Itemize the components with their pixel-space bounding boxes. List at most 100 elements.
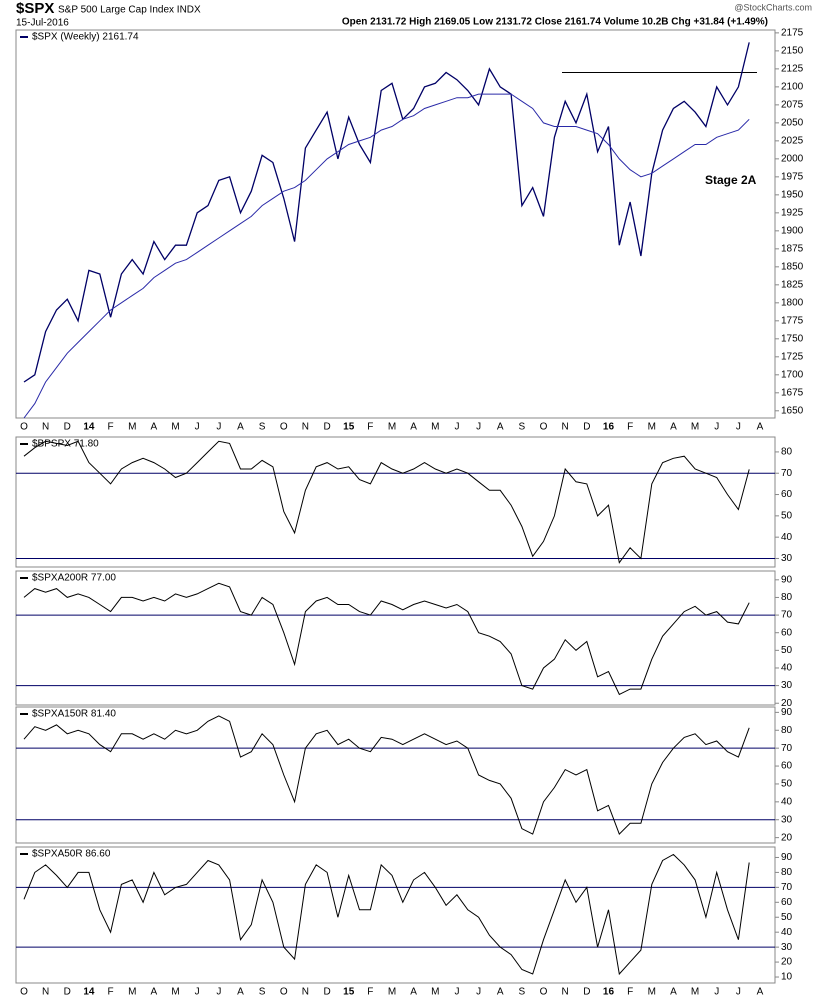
x-tick-label: D	[323, 422, 330, 433]
y-tick-label: 1850	[781, 261, 804, 272]
x-tick-label: J	[216, 422, 221, 433]
series-line	[23, 853, 750, 976]
x-tick-label: A	[757, 987, 764, 998]
x-tick-label: N	[42, 987, 49, 998]
y-tick-label: 80	[781, 592, 793, 603]
x-tick-label: 16	[603, 987, 615, 998]
x-tick-label: N	[562, 987, 569, 998]
y-tick-label: 1675	[781, 387, 804, 398]
series-line	[23, 582, 750, 696]
x-tick-label: J	[454, 987, 459, 998]
legend-label: $SPXA50R 86.60	[32, 849, 111, 860]
x-tick-label: J	[476, 987, 481, 998]
x-tick-label: A	[237, 987, 244, 998]
x-tick-label: F	[627, 987, 633, 998]
x-tick-label: O	[20, 987, 28, 998]
y-tick-label: 1650	[781, 405, 804, 416]
legend-label: $SPXA200R 77.00	[32, 573, 116, 584]
x-tick-label: N	[302, 422, 309, 433]
x-tick-label: F	[367, 987, 373, 998]
x-tick-label: M	[691, 987, 699, 998]
y-tick-label: 90	[781, 707, 793, 718]
y-tick-label: 1700	[781, 369, 804, 380]
panel-frame	[15, 570, 776, 706]
x-tick-label: M	[648, 987, 656, 998]
x-tick-label: D	[323, 987, 330, 998]
y-tick-label: 1975	[781, 171, 804, 182]
y-tick-label: 50	[781, 510, 793, 521]
x-tick-label: A	[237, 422, 244, 433]
series-line	[23, 93, 750, 419]
x-tick-label: M	[171, 422, 179, 433]
x-tick-label: 15	[343, 422, 355, 433]
y-tick-label: 50	[781, 645, 793, 656]
y-tick-label: 1950	[781, 189, 804, 200]
legend-label: $SPX (Weekly) 2161.74	[32, 32, 139, 43]
y-tick-label: 2075	[781, 100, 804, 111]
y-tick-label: 20	[781, 698, 793, 709]
y-tick-label: 1725	[781, 351, 804, 362]
legend-label: $SPXA150R 81.40	[32, 709, 116, 720]
y-tick-label: 40	[781, 532, 793, 543]
x-tick-label: 14	[83, 987, 95, 998]
x-tick-label: 16	[603, 422, 615, 433]
panel-frame	[15, 706, 776, 844]
series-line	[23, 440, 750, 564]
x-tick-label: A	[497, 987, 504, 998]
x-tick-label: J	[195, 987, 200, 998]
x-tick-label: J	[216, 987, 221, 998]
x-tick-label: M	[691, 422, 699, 433]
symbol: $SPX	[16, 0, 54, 17]
x-tick-label: J	[714, 422, 719, 433]
y-tick-label: 80	[781, 447, 793, 458]
x-tick-label: M	[648, 422, 656, 433]
y-tick-label: 2050	[781, 118, 804, 129]
y-tick-label: 60	[781, 761, 793, 772]
y-tick-label: 1800	[781, 297, 804, 308]
x-tick-label: J	[195, 422, 200, 433]
x-tick-label: N	[562, 422, 569, 433]
y-tick-label: 2150	[781, 46, 804, 57]
x-tick-label: A	[670, 987, 677, 998]
y-tick-label: 80	[781, 725, 793, 736]
y-tick-label: 2000	[781, 153, 804, 164]
x-tick-label: A	[410, 987, 417, 998]
y-tick-label: 20	[781, 832, 793, 843]
y-tick-label: 60	[781, 489, 793, 500]
x-tick-label: A	[410, 422, 417, 433]
y-tick-label: 80	[781, 867, 793, 878]
x-tick-label: O	[20, 422, 28, 433]
y-tick-label: 2175	[781, 28, 804, 39]
panel-frame	[15, 29, 776, 419]
x-tick-label: D	[583, 422, 590, 433]
y-tick-label: 30	[781, 680, 793, 691]
x-tick-label: A	[670, 422, 677, 433]
x-tick-label: D	[64, 987, 71, 998]
y-tick-label: 1825	[781, 279, 804, 290]
y-tick-label: 1925	[781, 207, 804, 218]
y-tick-label: 1875	[781, 243, 804, 254]
y-tick-label: 70	[781, 610, 793, 621]
y-tick-label: 20	[781, 957, 793, 968]
y-tick-label: 1750	[781, 333, 804, 344]
series-line	[23, 42, 750, 383]
x-tick-label: 15	[343, 987, 355, 998]
x-tick-label: M	[128, 987, 136, 998]
brand: @StockCharts.com	[734, 2, 812, 12]
x-tick-label: J	[736, 987, 741, 998]
x-tick-label: J	[736, 422, 741, 433]
x-tick-label: O	[540, 987, 548, 998]
y-tick-label: 60	[781, 897, 793, 908]
x-tick-label: D	[583, 987, 590, 998]
y-tick-label: 1775	[781, 315, 804, 326]
x-tick-label: J	[454, 422, 459, 433]
x-tick-label: A	[151, 422, 158, 433]
x-tick-label: D	[64, 422, 71, 433]
x-tick-label: F	[367, 422, 373, 433]
y-tick-label: 30	[781, 553, 793, 564]
x-tick-label: M	[431, 422, 439, 433]
index-name: S&P 500 Large Cap Index INDX	[58, 5, 201, 16]
y-tick-label: 40	[781, 927, 793, 938]
x-tick-label: O	[280, 987, 288, 998]
